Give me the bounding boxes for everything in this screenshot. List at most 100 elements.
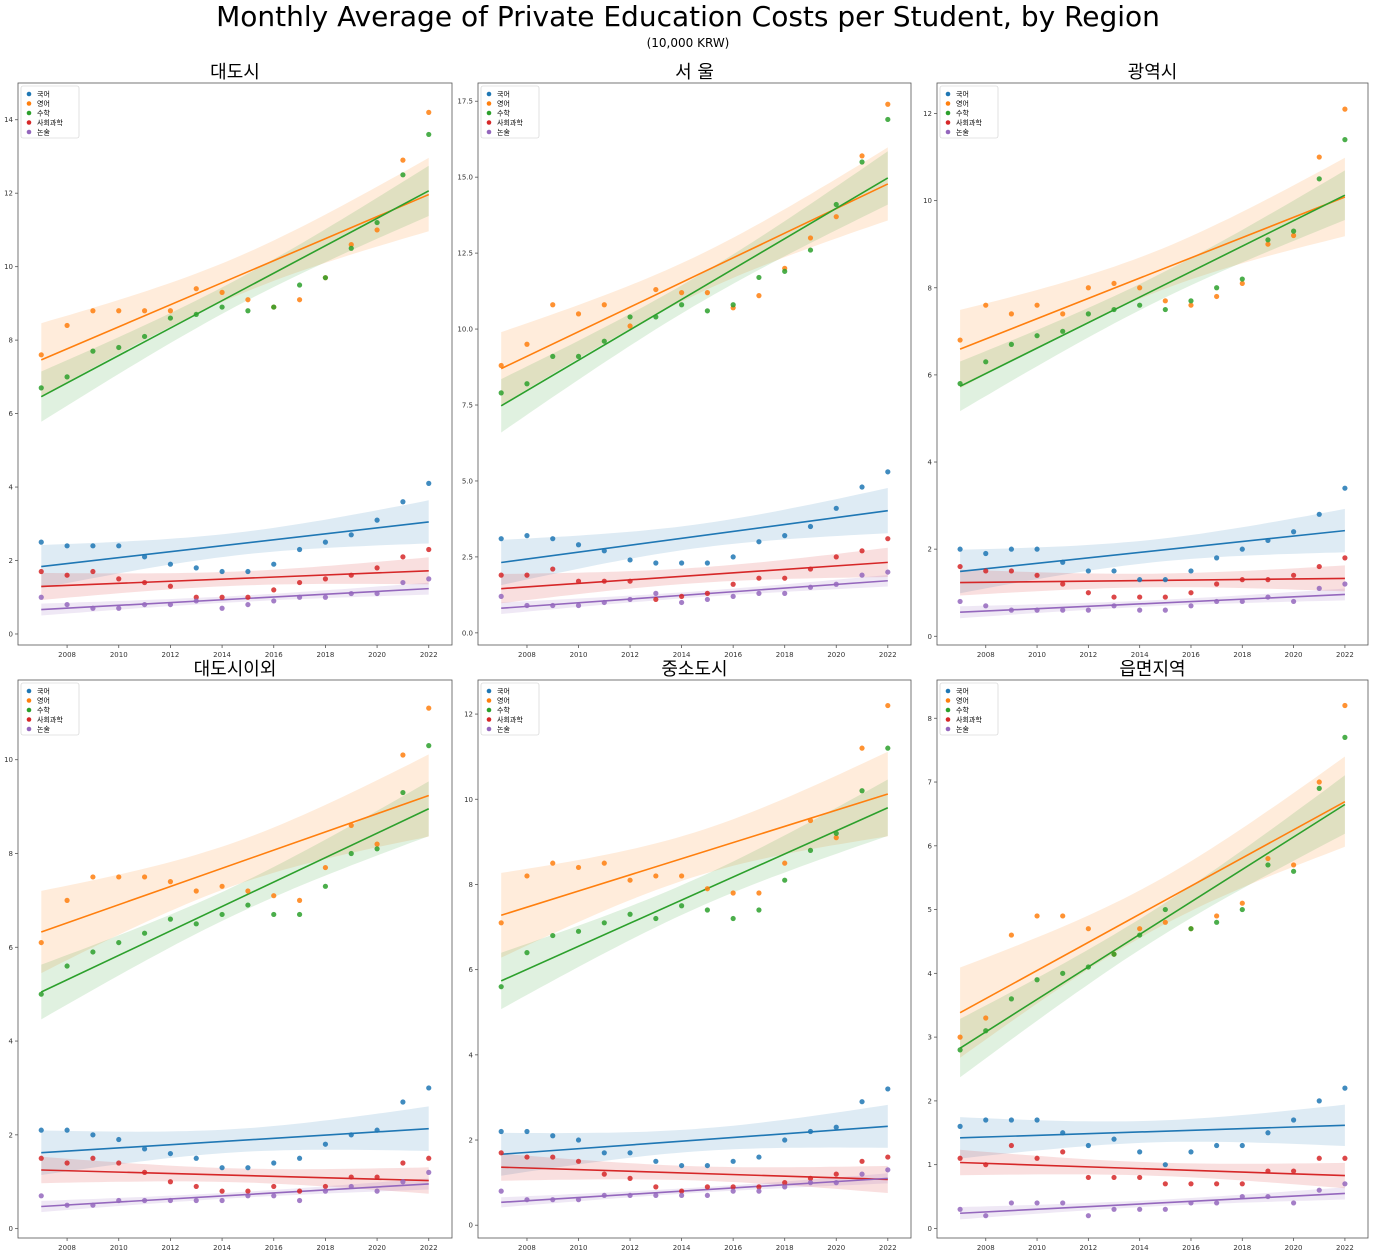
data-point bbox=[1291, 232, 1297, 239]
data-point bbox=[141, 874, 148, 880]
regression-line bbox=[501, 509, 888, 564]
data-point bbox=[322, 594, 329, 600]
data-point bbox=[957, 546, 963, 552]
data-point bbox=[833, 581, 839, 587]
x-tick-label: 2022 bbox=[420, 651, 438, 659]
data-point bbox=[679, 599, 685, 606]
subplot-5: 중소도시 2008 2010 2012 2014 2016 2018 2020 2022 0 2 4 6… bbox=[464, 659, 912, 1252]
data-point bbox=[1085, 311, 1091, 317]
data-point bbox=[704, 560, 710, 566]
data-point bbox=[245, 1165, 251, 1171]
legend-label: 논술 bbox=[37, 725, 50, 734]
data-point bbox=[627, 911, 633, 917]
data-point bbox=[296, 897, 303, 903]
data-point bbox=[859, 159, 865, 165]
data-point bbox=[653, 873, 659, 879]
y-tick-label: 0.0 bbox=[462, 629, 473, 637]
data-point bbox=[400, 752, 406, 758]
data-point bbox=[1008, 341, 1014, 347]
x-tick-label: 2012 bbox=[1079, 651, 1097, 659]
legend-label: 논술 bbox=[497, 128, 510, 137]
data-point bbox=[756, 907, 762, 913]
data-point bbox=[1162, 577, 1168, 583]
legend-marker bbox=[26, 120, 32, 125]
data-point bbox=[1239, 906, 1245, 913]
data-point bbox=[575, 311, 582, 317]
data-point bbox=[64, 1202, 70, 1208]
data-point bbox=[116, 344, 122, 351]
data-point bbox=[374, 841, 380, 847]
data-point bbox=[90, 568, 96, 575]
data-point bbox=[1214, 1142, 1220, 1149]
data-point bbox=[550, 1133, 556, 1139]
legend-label: 국어 bbox=[956, 687, 969, 696]
data-point bbox=[1265, 1168, 1271, 1174]
data-point bbox=[1085, 1174, 1091, 1181]
data-point bbox=[498, 362, 504, 369]
regression-line bbox=[959, 196, 1346, 350]
x-tick-label: 2016 bbox=[265, 651, 283, 659]
data-point bbox=[885, 116, 891, 123]
legend-label: 영어 bbox=[37, 696, 50, 705]
y-tick-label: 6 bbox=[469, 966, 474, 974]
data-point bbox=[1008, 1200, 1014, 1206]
data-point bbox=[730, 1188, 736, 1194]
data-point bbox=[1239, 1142, 1245, 1149]
data-point bbox=[116, 605, 122, 611]
x-tick-label: 2008 bbox=[58, 651, 76, 659]
data-point bbox=[601, 599, 607, 606]
x-tick-label: 2022 bbox=[879, 651, 897, 659]
data-point bbox=[219, 605, 225, 611]
data-point bbox=[575, 353, 582, 360]
data-point bbox=[374, 1174, 380, 1180]
data-point bbox=[193, 594, 199, 600]
data-point bbox=[730, 915, 736, 922]
data-point bbox=[859, 572, 865, 578]
data-point bbox=[704, 596, 710, 603]
data-point bbox=[756, 1188, 762, 1194]
legend-box bbox=[939, 682, 999, 736]
data-point bbox=[1085, 964, 1091, 970]
data-point bbox=[756, 590, 762, 596]
data-point bbox=[271, 587, 277, 593]
axes-frame bbox=[477, 82, 912, 646]
regression-line bbox=[960, 1124, 1345, 1139]
data-point bbox=[1316, 154, 1322, 160]
data-point bbox=[627, 877, 633, 883]
data-point bbox=[426, 1169, 432, 1175]
y-tick-label: 17.5 bbox=[457, 98, 473, 106]
data-point bbox=[859, 1099, 865, 1105]
data-point bbox=[524, 572, 530, 578]
data-point bbox=[704, 590, 710, 596]
data-point bbox=[498, 1128, 504, 1135]
data-point bbox=[885, 469, 891, 475]
data-point bbox=[116, 308, 122, 314]
data-point bbox=[348, 1174, 354, 1180]
data-point bbox=[1265, 577, 1271, 583]
data-point bbox=[1085, 1142, 1091, 1149]
data-point bbox=[245, 568, 251, 575]
legend-label: 수학 bbox=[956, 109, 969, 118]
data-point bbox=[1008, 1142, 1014, 1149]
data-point bbox=[957, 563, 963, 570]
subplot-title: 대도시이외 bbox=[194, 659, 277, 680]
data-point bbox=[1316, 1155, 1322, 1161]
data-point bbox=[782, 1180, 788, 1186]
data-point bbox=[245, 594, 251, 600]
data-point bbox=[38, 539, 44, 545]
data-point bbox=[193, 565, 199, 571]
y-tick-label: 12 bbox=[4, 190, 13, 198]
data-point bbox=[116, 939, 122, 946]
data-point bbox=[116, 1197, 122, 1204]
data-point bbox=[833, 1180, 839, 1186]
data-point bbox=[1137, 1174, 1143, 1181]
data-point bbox=[348, 1132, 354, 1138]
y-tick-label: 4 bbox=[9, 484, 14, 492]
data-point bbox=[957, 1034, 963, 1040]
data-point bbox=[1137, 1149, 1143, 1155]
x-tick-label: 2016 bbox=[1182, 1244, 1200, 1252]
legend-label: 국어 bbox=[37, 687, 50, 696]
data-point bbox=[271, 1183, 277, 1190]
